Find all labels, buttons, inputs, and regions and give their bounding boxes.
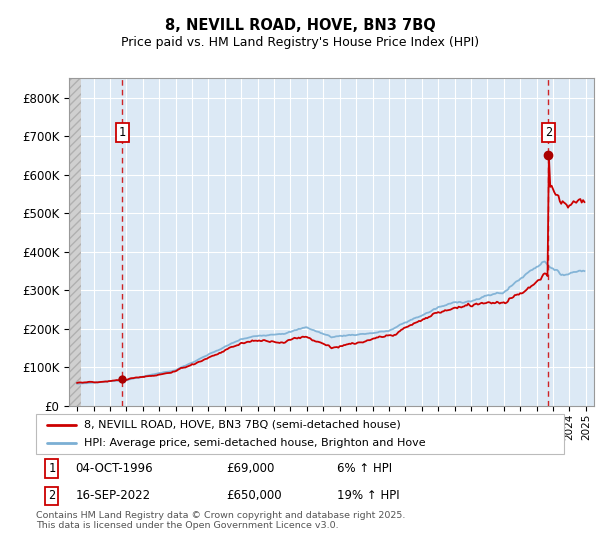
Text: 8, NEVILL ROAD, HOVE, BN3 7BQ: 8, NEVILL ROAD, HOVE, BN3 7BQ (164, 18, 436, 33)
Text: 8, NEVILL ROAD, HOVE, BN3 7BQ (semi-detached house): 8, NEVILL ROAD, HOVE, BN3 7BQ (semi-deta… (83, 420, 400, 430)
Text: Contains HM Land Registry data © Crown copyright and database right 2025.
This d: Contains HM Land Registry data © Crown c… (36, 511, 406, 530)
Text: 6% ↑ HPI: 6% ↑ HPI (337, 462, 392, 475)
Text: 1: 1 (48, 462, 55, 475)
Text: HPI: Average price, semi-detached house, Brighton and Hove: HPI: Average price, semi-detached house,… (83, 438, 425, 448)
Text: 1: 1 (119, 126, 126, 139)
Bar (69, 78, 82, 406)
Text: £650,000: £650,000 (226, 489, 282, 502)
Text: £69,000: £69,000 (226, 462, 274, 475)
Text: 16-SEP-2022: 16-SEP-2022 (76, 489, 151, 502)
FancyBboxPatch shape (36, 414, 564, 454)
Text: 04-OCT-1996: 04-OCT-1996 (76, 462, 153, 475)
Text: Price paid vs. HM Land Registry's House Price Index (HPI): Price paid vs. HM Land Registry's House … (121, 36, 479, 49)
Text: 19% ↑ HPI: 19% ↑ HPI (337, 489, 400, 502)
Text: 2: 2 (48, 489, 55, 502)
Text: 2: 2 (545, 126, 552, 139)
